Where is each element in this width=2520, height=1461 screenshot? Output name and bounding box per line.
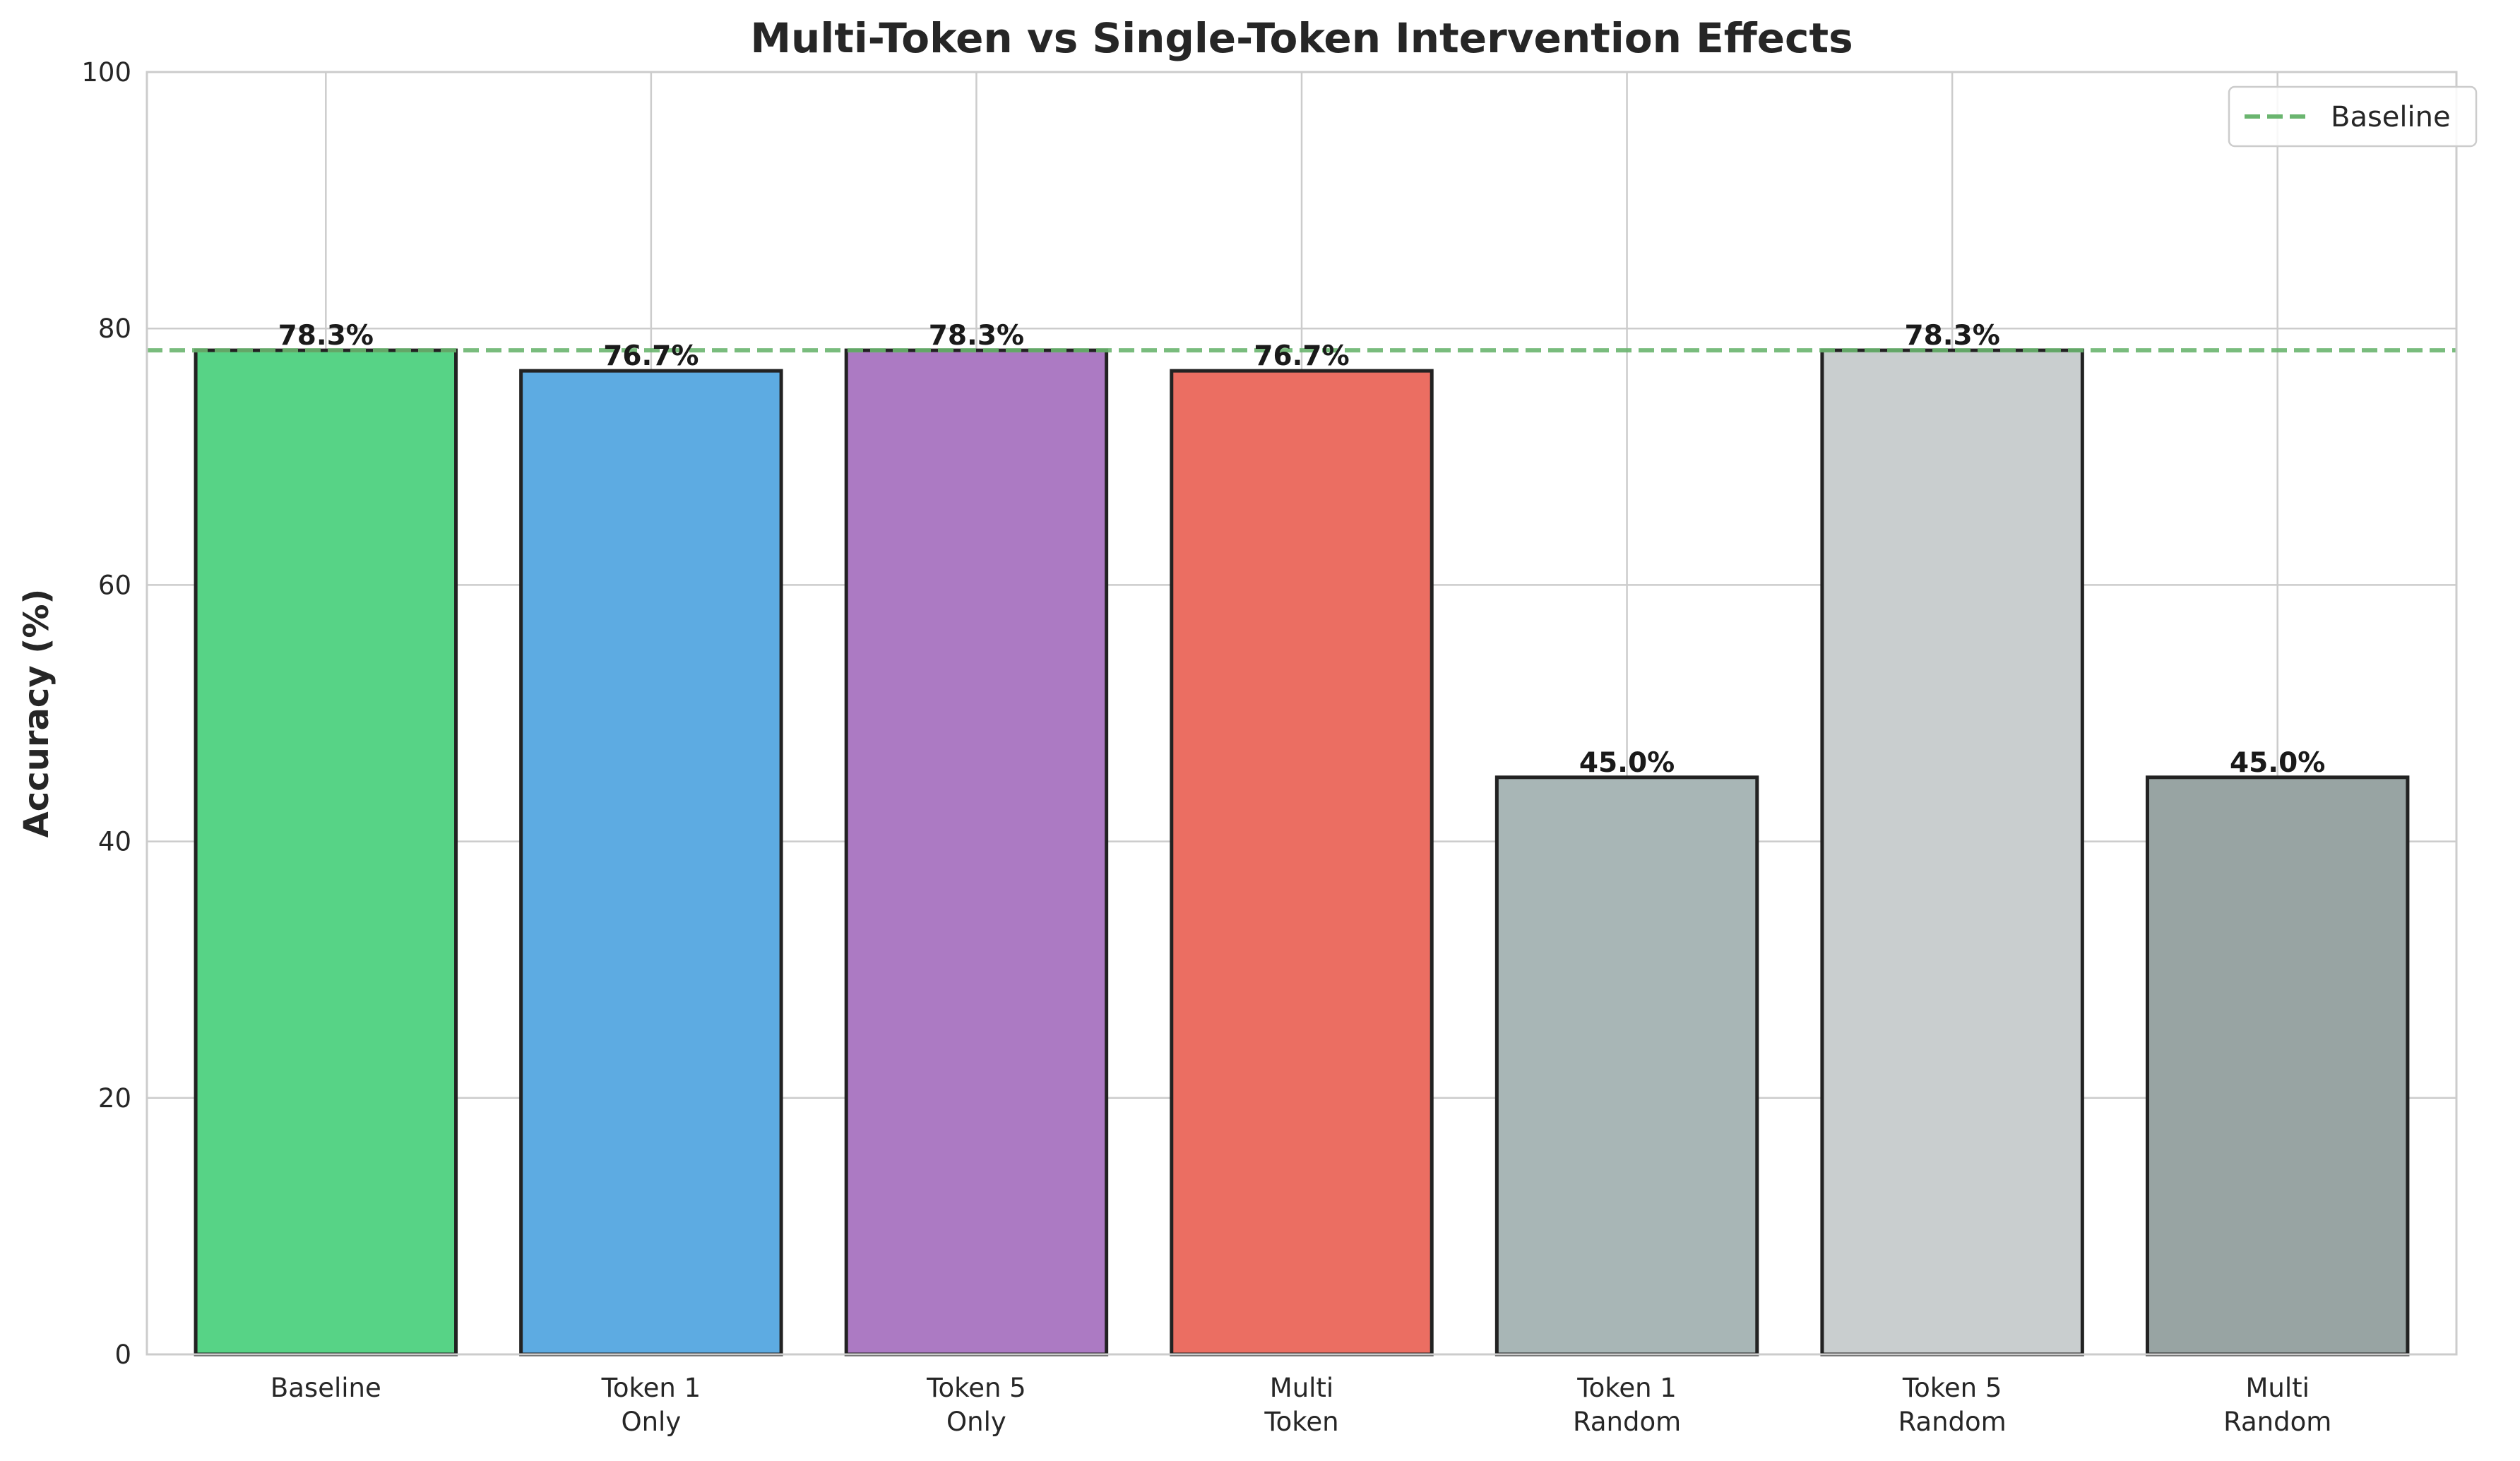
bar-value-label: 45.0% — [2230, 747, 2325, 779]
x-tick-label: Token 5 Random — [1898, 1373, 2007, 1437]
bar-value-label: 45.0% — [1579, 747, 1675, 779]
bar — [2145, 775, 2410, 1356]
bar — [1820, 348, 2084, 1356]
x-tick-label: Token 1 Only — [601, 1373, 701, 1437]
bar — [519, 369, 783, 1356]
y-axis-ticks: 0 20 40 60 80 100 — [81, 57, 131, 1370]
chart-title: Multi-Token vs Single-Token Intervention… — [750, 14, 1853, 62]
plot-frame — [145, 71, 2458, 1356]
y-tick-label: 20 — [98, 1083, 131, 1114]
y-tick-label: 40 — [98, 827, 131, 857]
bars — [194, 348, 2410, 1356]
bar-value-label: 78.3% — [929, 320, 1024, 352]
x-tick-label: Token 5 Only — [926, 1373, 1026, 1437]
y-tick-label: 100 — [81, 57, 131, 88]
legend-label-baseline: Baseline — [2331, 101, 2451, 133]
legend: Baseline — [2228, 85, 2478, 148]
legend-box — [2228, 85, 2478, 148]
y-tick-label: 80 — [98, 314, 131, 344]
bar-value-label: 78.3% — [1904, 320, 1999, 352]
bar-value-label: 76.7% — [603, 340, 699, 372]
data-labels: 78.3% 76.7% 78.3% 76.7% 45.0% 78.3% 45.0% — [278, 320, 2326, 779]
x-tick-label: Baseline — [271, 1373, 381, 1403]
bar — [844, 348, 1109, 1356]
bar-value-label: 76.7% — [1254, 340, 1349, 372]
x-tick-label: Multi Random — [2223, 1373, 2331, 1437]
y-tick-label: 0 — [114, 1340, 131, 1370]
bar — [1494, 775, 1759, 1356]
bar-value-label: 78.3% — [278, 320, 374, 352]
x-tick-label: Multi Token — [1264, 1373, 1338, 1437]
y-axis-label: Accuracy (%) — [17, 589, 57, 838]
x-tick-label: Token 1 Random — [1573, 1373, 1681, 1437]
bar — [194, 348, 458, 1356]
y-tick-label: 60 — [98, 570, 131, 600]
x-axis-ticks: Baseline Token 1 Only Token 5 Only Multi Token… — [271, 1373, 2331, 1437]
bar — [1170, 369, 1434, 1356]
